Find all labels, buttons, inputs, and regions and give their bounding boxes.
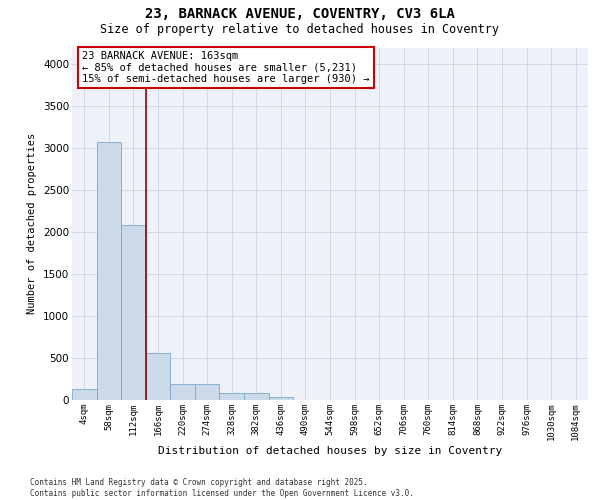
Bar — [72, 389, 97, 400]
Bar — [244, 394, 269, 400]
Text: 23 BARNACK AVENUE: 163sqm
← 85% of detached houses are smaller (5,231)
15% of se: 23 BARNACK AVENUE: 163sqm ← 85% of detac… — [82, 51, 370, 84]
Bar — [269, 398, 293, 400]
X-axis label: Distribution of detached houses by size in Coventry: Distribution of detached houses by size … — [158, 446, 502, 456]
Text: 23, BARNACK AVENUE, COVENTRY, CV3 6LA: 23, BARNACK AVENUE, COVENTRY, CV3 6LA — [145, 8, 455, 22]
Bar — [97, 142, 121, 400]
Bar — [146, 353, 170, 400]
Text: Size of property relative to detached houses in Coventry: Size of property relative to detached ho… — [101, 22, 499, 36]
Bar — [170, 384, 195, 400]
Text: Contains HM Land Registry data © Crown copyright and database right 2025.
Contai: Contains HM Land Registry data © Crown c… — [30, 478, 414, 498]
Bar — [121, 226, 146, 400]
Bar — [220, 394, 244, 400]
Y-axis label: Number of detached properties: Number of detached properties — [28, 133, 37, 314]
Bar — [195, 384, 220, 400]
